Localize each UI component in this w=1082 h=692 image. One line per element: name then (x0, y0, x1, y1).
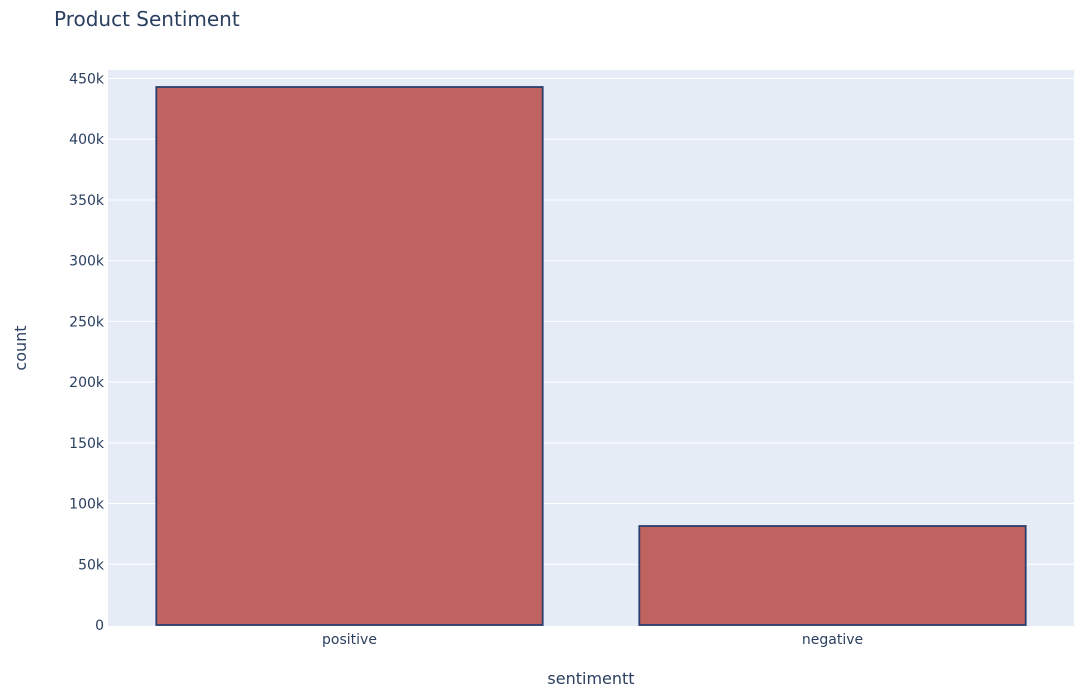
y-tick-label: 150k (69, 436, 105, 452)
y-axis-title: count (11, 325, 30, 370)
y-axis-ticks: 0 50k 100k 150k 200k 250k 300k 350k 400k 450k (69, 72, 105, 634)
y-tick-label: 0 (95, 618, 104, 634)
chart-title: Product Sentiment (54, 7, 240, 31)
y-tick-label: 250k (69, 314, 105, 330)
x-tick-label-negative: negative (802, 632, 863, 648)
x-tick-label-positive: positive (322, 632, 377, 648)
y-tick-label: 450k (69, 72, 105, 88)
x-axis-ticks: positive negative (322, 632, 863, 648)
bar-positive[interactable] (155, 86, 544, 626)
y-tick-label: 400k (69, 132, 105, 148)
y-tick-label: 50k (78, 557, 105, 573)
x-axis-title: sentimentt (547, 669, 634, 688)
bar-negative[interactable] (638, 525, 1027, 626)
bars (155, 86, 1027, 626)
y-tick-label: 350k (69, 193, 105, 209)
y-tick-label: 100k (69, 497, 105, 513)
y-tick-label: 200k (69, 375, 105, 391)
y-tick-label: 300k (69, 254, 105, 270)
